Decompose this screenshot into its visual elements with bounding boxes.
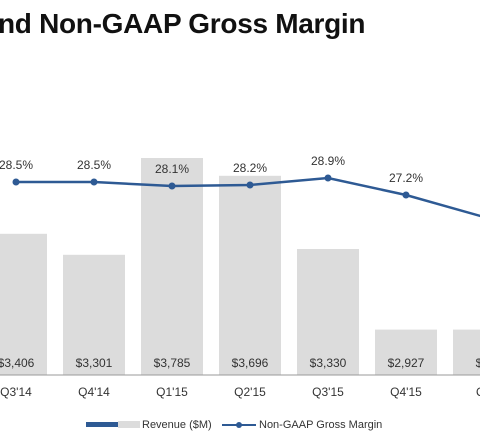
margin-point	[402, 191, 410, 199]
margin-label: 28.1%	[155, 162, 189, 176]
revenue-label: $3,301	[76, 356, 113, 370]
revenue-label: $2,	[476, 356, 480, 370]
legend-margin-point	[236, 422, 242, 428]
revenue-label: $3,330	[310, 356, 347, 370]
revenue-bar	[453, 329, 480, 375]
revenue-label: $2,927	[388, 356, 425, 370]
revenue-bar	[63, 254, 125, 375]
revenue-label: $3,785	[154, 356, 191, 370]
margin-point	[12, 178, 20, 186]
margin-point	[324, 174, 332, 182]
x-tick-label: Q4'14	[78, 385, 110, 399]
revenue-bar	[141, 158, 203, 375]
x-tick-label: Q1	[476, 385, 480, 399]
x-tick-label: Q1'15	[156, 385, 188, 399]
revenue-label: $3,696	[232, 356, 269, 370]
margin-point	[90, 178, 98, 186]
revenue-bar	[219, 175, 281, 375]
revenue-label: $3,406	[0, 356, 35, 370]
margin-point	[168, 182, 176, 190]
legend-bar-swatch	[118, 421, 140, 428]
margin-label: 28.9%	[311, 154, 345, 168]
revenue-bar	[0, 233, 47, 375]
margin-label: 28.5%	[77, 158, 111, 172]
chart-title: nd Non-GAAP Gross Margin	[0, 8, 366, 39]
legend-revenue-label: Revenue ($M)	[142, 419, 212, 431]
revenue-bar	[375, 329, 437, 375]
x-tick-label: Q3'14	[0, 385, 32, 399]
x-tick-label: Q2'15	[234, 385, 266, 399]
margin-label: 28.2%	[233, 161, 267, 175]
legend-line-swatch	[86, 422, 118, 427]
margin-label: 27.2%	[389, 171, 423, 185]
margin-label: 28.5%	[0, 158, 33, 172]
x-tick-label: Q4'15	[390, 385, 422, 399]
revenue-bar	[297, 249, 359, 375]
x-tick-label: Q3'15	[312, 385, 344, 399]
margin-point	[246, 181, 254, 189]
legend-margin-label: Non-GAAP Gross Margin	[259, 419, 382, 431]
